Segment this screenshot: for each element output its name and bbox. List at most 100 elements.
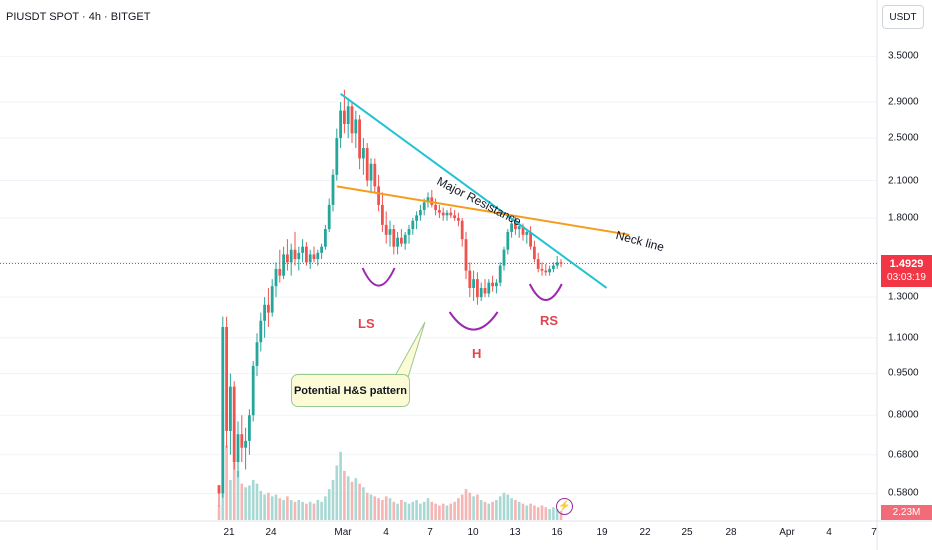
volume-bar: [354, 478, 358, 520]
volume-bar: [464, 489, 468, 520]
left-shoulder-label[interactable]: LS: [358, 316, 375, 331]
candle-body: [229, 386, 232, 431]
pattern-callout[interactable]: Potential H&S pattern: [291, 374, 410, 407]
symbol-title[interactable]: PIUSDT SPOT · 4h · BITGET: [6, 11, 151, 23]
candle-body: [305, 246, 308, 263]
price-tick-label: 2.5000: [888, 132, 919, 144]
time-tick-label: Apr: [779, 527, 795, 538]
candle-body: [495, 282, 498, 287]
candle-body: [270, 286, 274, 313]
candle-body: [221, 326, 225, 494]
candle-body: [430, 197, 434, 205]
volume-bar: [373, 496, 377, 520]
volume-bar: [472, 496, 475, 520]
candle-body: [411, 220, 415, 230]
time-tick-label: 7: [871, 527, 877, 538]
volume-bar: [327, 489, 331, 520]
candle-body: [540, 268, 544, 271]
volume-bar: [369, 494, 373, 520]
candle-body: [407, 229, 411, 235]
candle-body: [293, 249, 297, 260]
time-tick-label: Mar: [334, 527, 352, 538]
volume-bar: [381, 500, 384, 520]
volume-bar: [331, 480, 335, 520]
volume-bar: [555, 509, 559, 520]
candle-body: [354, 119, 358, 134]
volume-bar: [225, 445, 228, 520]
candle-body: [544, 270, 548, 273]
neckline-line: [336, 185, 630, 236]
candle-body: [324, 229, 327, 247]
candle-body: [483, 287, 487, 294]
candle-body: [259, 320, 263, 343]
volume-bar: [384, 496, 388, 520]
candle-body: [365, 148, 369, 181]
candle-body: [255, 342, 259, 366]
time-tick-label: 7: [427, 527, 433, 538]
time-tick-label: 25: [681, 527, 693, 538]
volume-bar: [445, 505, 449, 520]
candle-body: [491, 282, 494, 287]
volume-bar: [339, 451, 342, 520]
candle-body: [415, 215, 418, 221]
volume-bar: [495, 500, 498, 520]
candle-body: [438, 210, 441, 213]
volume-bar: [335, 465, 339, 520]
volume-bar: [232, 461, 236, 520]
currency-selector[interactable]: USDT: [882, 5, 924, 29]
last-price-value: 1.4929: [889, 258, 924, 270]
volume-bar: [308, 501, 312, 520]
volume-bar: [403, 501, 407, 520]
candle-body: [506, 231, 510, 250]
right-shoulder-label[interactable]: RS: [540, 313, 559, 328]
volume-bar: [251, 480, 255, 520]
candle-body: [525, 231, 529, 235]
volume-bar: [487, 503, 491, 520]
head-label[interactable]: H: [472, 346, 482, 361]
candle-body: [476, 279, 479, 298]
candle-body: [362, 148, 365, 159]
candle-body: [289, 249, 293, 263]
volume-bar: [392, 501, 396, 520]
last-price-badge: 1.4929 03:03:19: [881, 255, 932, 287]
candle-body: [555, 262, 559, 266]
candle-body: [388, 229, 392, 235]
candle-body: [316, 252, 320, 260]
candle-body: [278, 268, 282, 276]
volume-bar: [419, 503, 422, 520]
lightning-icon[interactable]: ⚡: [556, 498, 573, 515]
candle-body: [358, 119, 361, 159]
left-shoulder-arc: [361, 267, 396, 287]
candle-body: [552, 265, 555, 269]
volume-bar: [540, 505, 544, 520]
volume-bar: [282, 500, 285, 520]
volume-bar: [449, 503, 453, 520]
volume-bar: [301, 501, 304, 520]
candle-body: [453, 215, 456, 219]
volume-bar: [396, 503, 399, 520]
volume-bar: [270, 496, 274, 520]
volume-bar: [358, 483, 361, 520]
candle-body: [263, 304, 266, 321]
volume-bar: [312, 503, 316, 520]
candle-body: [396, 237, 399, 247]
candle-body: [384, 224, 388, 235]
candle-body: [244, 440, 247, 448]
candle-body: [225, 326, 228, 431]
candle-body: [441, 212, 445, 216]
candle-body: [548, 268, 551, 273]
volume-bar: [248, 485, 251, 520]
candle-body: [286, 254, 289, 263]
volume-bar: [362, 487, 365, 520]
candle-body: [487, 282, 491, 294]
volume-bar: [426, 498, 430, 520]
candle-body: [297, 252, 301, 260]
candle-body: [308, 254, 312, 263]
candle-body: [449, 212, 453, 216]
volume-bar: [229, 480, 232, 520]
volume-bar: [434, 503, 437, 520]
candle-body: [479, 287, 483, 298]
volume-bar: [236, 470, 240, 520]
volume-bar: [274, 494, 278, 520]
